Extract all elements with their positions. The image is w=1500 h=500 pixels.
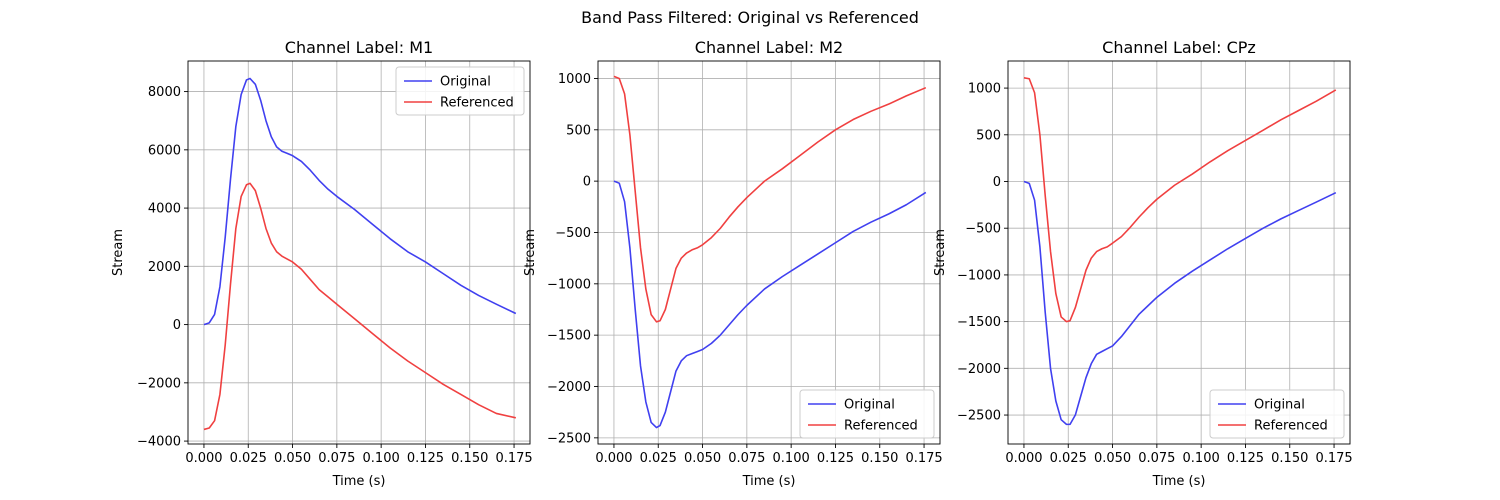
y-tick-label: 6000: [148, 143, 181, 158]
x-tick-label: 0.050: [684, 451, 721, 466]
y-axis-label: Stream: [111, 229, 126, 276]
y-tick-label: −1000: [547, 277, 591, 292]
x-tick-label: 0.175: [495, 451, 532, 466]
legend-label-referenced: Referenced: [1254, 419, 1328, 434]
x-tick-label: 0.150: [1271, 451, 1308, 466]
y-tick-label: 2000: [148, 260, 181, 275]
axes-frame: [597, 60, 941, 445]
y-tick-label: 500: [976, 128, 1001, 143]
x-tick-label: 0.075: [318, 451, 355, 466]
legend-label-original: Original: [440, 75, 491, 90]
y-tick-label: 0: [993, 175, 1001, 190]
x-tick-label: 0.075: [1138, 451, 1175, 466]
x-tick-label: 0.000: [1005, 451, 1042, 466]
legend-label-referenced: Referenced: [844, 419, 918, 434]
subplot-2: 0.000 0.025 0.050 0.075 0.100 0.125 0.150 0.175…: [933, 38, 1353, 489]
x-tick-label: 0.025: [640, 451, 677, 466]
x-tick-label: 0.175: [1315, 451, 1352, 466]
x-tick-label: 0.050: [1094, 451, 1131, 466]
axes-frame: [187, 60, 531, 445]
x-tick-label: 0.000: [185, 451, 222, 466]
subplot-0: 0.000 0.025 0.050 0.075 0.100 0.125 0.150 0.175…: [111, 38, 533, 489]
y-tick-label: 4000: [148, 202, 181, 217]
subplots: 0.000 0.025 0.050 0.075 0.100 0.125 0.150 0.175…: [111, 38, 1353, 489]
legend-box: [1209, 389, 1345, 439]
y-tick-label: −1000: [957, 268, 1001, 283]
legend-label-original: Original: [844, 398, 895, 413]
x-tick-label: 0.175: [905, 451, 942, 466]
x-tick-label: 0.100: [363, 451, 400, 466]
y-tick-label: 8000: [148, 85, 181, 100]
legend: Original Referenced: [1209, 389, 1345, 439]
x-tick-label: 0.075: [728, 451, 765, 466]
legend: Original Referenced: [799, 389, 935, 439]
x-tick-label: 0.050: [274, 451, 311, 466]
x-tick-label: 0.125: [407, 451, 444, 466]
y-tick-label: 1000: [558, 72, 591, 87]
series-line-referenced: [1023, 77, 1337, 323]
subplot-title: Channel Label: M1: [285, 38, 433, 57]
axes-frame: [1007, 60, 1351, 445]
legend: Original Referenced: [395, 66, 525, 116]
x-tick-label: 0.100: [773, 451, 810, 466]
x-tick-label: 0.025: [1050, 451, 1087, 466]
y-tick-label: −2500: [957, 409, 1001, 424]
y-tick-label: −500: [555, 226, 591, 241]
series-line-original: [203, 77, 517, 326]
legend-label-original: Original: [1254, 398, 1305, 413]
figure-suptitle: Band Pass Filtered: Original vs Referenc…: [581, 8, 919, 27]
y-tick-label: −2000: [137, 376, 181, 391]
legend-box: [395, 66, 525, 116]
y-axis-label: Stream: [933, 229, 948, 276]
x-axis-label: Time (s): [1152, 474, 1206, 489]
x-tick-label: 0.150: [861, 451, 898, 466]
x-tick-label: 0.125: [817, 451, 854, 466]
x-axis-label: Time (s): [332, 474, 386, 489]
y-tick-label: −500: [965, 222, 1001, 237]
legend-label-referenced: Referenced: [440, 96, 514, 111]
subplot-1: 0.000 0.025 0.050 0.075 0.100 0.125 0.150 0.175…: [523, 38, 943, 489]
y-tick-label: −2000: [957, 362, 1001, 377]
x-tick-label: 0.000: [595, 451, 632, 466]
x-tick-label: 0.125: [1227, 451, 1264, 466]
subplot-title: Channel Label: M2: [695, 38, 843, 57]
legend-box: [799, 389, 935, 439]
y-axis-label: Stream: [523, 229, 538, 276]
x-axis-label: Time (s): [742, 474, 796, 489]
y-tick-label: −1500: [547, 329, 591, 344]
series-line-original: [1023, 180, 1337, 426]
series-line-referenced: [203, 182, 516, 431]
series-line-referenced: [613, 75, 927, 323]
y-tick-label: 500: [566, 123, 591, 138]
y-tick-label: −1500: [957, 315, 1001, 330]
y-tick-label: −4000: [137, 435, 181, 450]
y-tick-label: 1000: [968, 82, 1001, 97]
subplot-title: Channel Label: CPz: [1102, 38, 1256, 57]
series-line-original: [613, 180, 927, 429]
y-tick-label: −2500: [547, 431, 591, 446]
x-tick-label: 0.100: [1183, 451, 1220, 466]
y-tick-label: −2000: [547, 380, 591, 395]
y-tick-label: 0: [173, 318, 181, 333]
x-tick-label: 0.150: [451, 451, 488, 466]
y-tick-label: 0: [583, 175, 591, 190]
x-tick-label: 0.025: [230, 451, 267, 466]
